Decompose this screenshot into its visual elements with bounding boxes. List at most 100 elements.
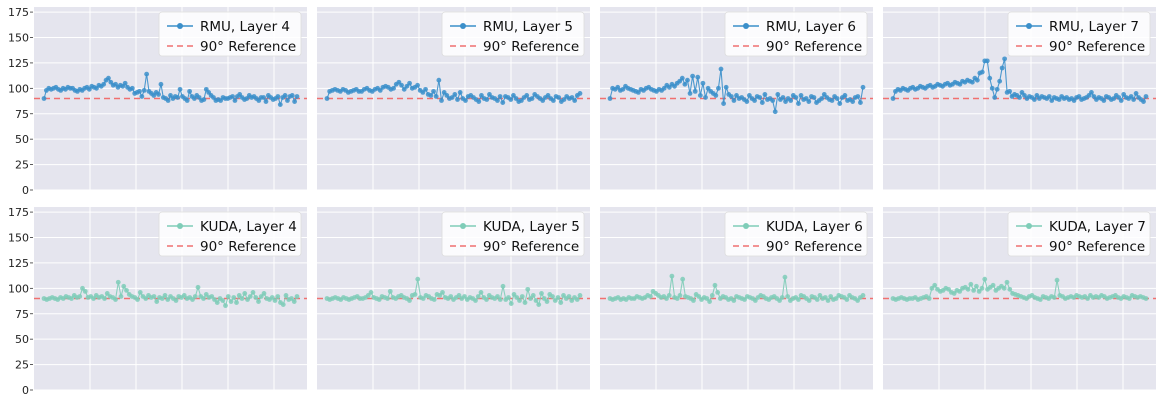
data-point (682, 81, 688, 87)
data-point (994, 86, 1000, 92)
data-point (256, 299, 261, 304)
data-point (121, 283, 127, 289)
data-point (796, 101, 801, 106)
data-point (1017, 95, 1022, 100)
data-point (247, 294, 253, 299)
data-point (385, 296, 390, 301)
data-point (484, 97, 490, 102)
data-point (1101, 98, 1107, 103)
legend (441, 11, 585, 57)
data-point (104, 291, 110, 296)
data-point (156, 92, 161, 97)
data-point (558, 300, 564, 305)
data-point (201, 296, 206, 301)
data-point (770, 98, 776, 103)
data-point (122, 80, 128, 86)
data-point (762, 92, 768, 97)
data-point (412, 292, 418, 297)
data-point (782, 274, 788, 280)
legend-reference-label: 90° Reference (766, 239, 862, 255)
data-point (324, 96, 330, 101)
data-point (806, 99, 812, 104)
legend-series-marker (177, 23, 183, 29)
data-point (713, 93, 719, 98)
data-point (971, 287, 977, 293)
panel-1-3: KUDA, Layer 7 90° Reference (883, 207, 1156, 391)
data-point (989, 85, 995, 91)
y-tick-label: 0 (22, 184, 29, 197)
data-point (1089, 90, 1094, 95)
data-point (158, 81, 164, 87)
data-point (428, 93, 434, 98)
data-point (855, 94, 861, 99)
data-point (677, 293, 683, 298)
data-point (452, 92, 458, 97)
legend-series-label: RMU, Layer 4 (200, 19, 290, 35)
data-point (718, 66, 724, 72)
data-point (775, 92, 781, 97)
data-point (974, 77, 980, 83)
legend (724, 211, 868, 257)
data-point (275, 94, 281, 99)
data-point (376, 297, 382, 302)
data-point (951, 291, 957, 296)
y-tick-label: 75 (15, 308, 29, 321)
data-point (294, 294, 300, 299)
data-point (1004, 279, 1010, 285)
y-tick-label: 50 (15, 333, 29, 346)
legend-series-label: RMU, Layer 7 (1049, 19, 1139, 35)
data-point (223, 303, 228, 309)
data-point (1126, 296, 1132, 301)
data-point (141, 87, 147, 93)
legend-reference-label: 90° Reference (200, 39, 296, 55)
data-point (814, 297, 820, 302)
data-point (992, 95, 998, 100)
data-point (974, 283, 979, 289)
data-point (837, 101, 843, 106)
data-point (957, 288, 963, 294)
data-point (965, 286, 971, 292)
data-point (679, 75, 685, 81)
legend-reference-label: 90° Reference (766, 39, 862, 55)
data-point (263, 99, 269, 104)
data-point (788, 98, 794, 103)
data-point (721, 101, 726, 106)
data-point (685, 77, 690, 83)
data-point (209, 294, 215, 299)
data-point (517, 298, 522, 303)
data-point (744, 99, 750, 104)
data-point (522, 300, 528, 305)
data-point (484, 297, 489, 302)
data-point (129, 85, 135, 91)
legend-series-label: KUDA, Layer 4 (200, 219, 297, 235)
data-point (692, 88, 698, 94)
data-point (165, 297, 171, 302)
legend-series-marker (460, 23, 466, 29)
panel-0-2: RMU, Layer 6 90° Reference (600, 7, 873, 191)
data-point (561, 293, 566, 298)
data-point (697, 93, 703, 98)
legend-reference-label: 90° Reference (483, 239, 579, 255)
data-point (544, 299, 550, 304)
data-point (433, 94, 439, 99)
data-point (212, 297, 217, 302)
data-point (77, 294, 83, 299)
data-point (552, 298, 558, 303)
data-point (242, 291, 248, 296)
legend-reference-label: 90° Reference (1049, 239, 1145, 255)
data-point (250, 290, 256, 295)
data-point (780, 95, 786, 100)
data-point (365, 293, 371, 298)
data-point (690, 73, 696, 79)
data-point (407, 80, 412, 86)
data-point (234, 300, 239, 305)
legend-series-marker (177, 223, 183, 229)
data-point (528, 296, 533, 301)
data-point (779, 295, 785, 300)
data-point (550, 98, 556, 103)
legend-series-label: KUDA, Layer 5 (483, 219, 580, 235)
y-tick-label: 50 (15, 133, 29, 146)
data-point (1054, 277, 1060, 283)
data-point (680, 276, 686, 282)
